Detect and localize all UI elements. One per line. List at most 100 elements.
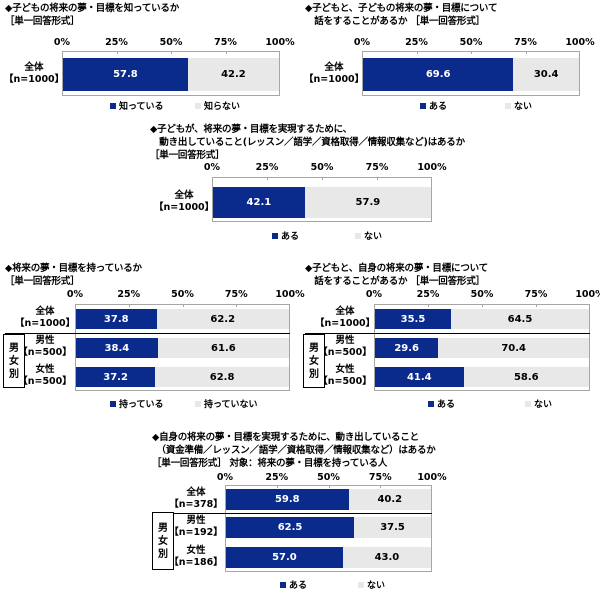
gridline-tick	[116, 51, 118, 54]
axis-tick-label: 0%	[53, 37, 71, 48]
bar-row: 59.8 40.2	[226, 489, 431, 510]
bar-segment-series2: 70.4	[438, 338, 589, 358]
bar-segment-series1: 35.5	[375, 309, 451, 329]
chart-subtitle: 話をすることがあるか ［単一回答形式］	[305, 276, 485, 287]
axis-tick-label: 0%	[216, 472, 234, 483]
gridline-tick	[380, 485, 382, 488]
bar-row: 37.8 62.2	[76, 309, 289, 329]
axis-tick-label: 75%	[524, 289, 548, 300]
gridline-tick	[525, 51, 527, 54]
gridline-tick	[128, 304, 130, 307]
bar-row: 69.6 30.4	[363, 58, 579, 91]
bar-row: 57.8 42.2	[63, 58, 279, 91]
row-label-group: 全体	[186, 486, 206, 498]
row-label: 全体 【n=1000】	[304, 62, 364, 86]
row-label: 男性 【n=500】	[315, 335, 375, 359]
legend-swatch-icon	[280, 581, 286, 588]
bar-segment-series2: 43.0	[342, 547, 431, 568]
axis-tick-label: 75%	[365, 162, 389, 173]
legend-label: ない	[514, 102, 533, 112]
axis-tick-label: 50%	[159, 37, 183, 48]
bar-segment-series2: 58.6	[463, 367, 589, 387]
bar-segment-series2: 62.8	[155, 367, 289, 387]
axis-tick-label: 50%	[459, 37, 483, 48]
axis-tick-label: 100%	[575, 289, 600, 300]
chart-subtitle: 動き出していること(レッスン／語学／資格取得／情報収集など)はあるか	[150, 137, 465, 148]
bar-segment-series2: 57.9	[304, 187, 431, 218]
chart-subtitle: ［単一回答形式］	[5, 276, 80, 287]
legend-item: ある	[428, 397, 455, 410]
legend-label: 持っていない	[204, 400, 258, 410]
axis-tick-label: 0%	[203, 162, 221, 173]
group-label-char: 男	[9, 342, 19, 354]
bar-row: 29.6 70.4	[375, 338, 589, 358]
legend-item: 知っている	[110, 99, 164, 112]
bar-segment-series1: 42.1	[213, 187, 305, 218]
gridline-tick	[236, 304, 238, 307]
legend-label: ある	[289, 581, 308, 591]
bar-segment-series1: 29.6	[375, 338, 439, 358]
gridline-tick	[182, 304, 184, 307]
chart-title: ◆子どもと、自身の将来の夢・目標について	[305, 263, 488, 274]
legend-swatch-icon	[110, 102, 116, 109]
axis-tick-label: 50%	[171, 289, 194, 300]
legend-item: ない	[358, 578, 385, 591]
chart-subtitle: 話をすることがあるか ［単一回答形式］	[305, 16, 485, 27]
chart-subtitle: （資金準備／レッスン／語学／資格取得／情報収集など）はあるか	[152, 445, 436, 456]
bar-segment-series1: 62.5	[226, 517, 355, 538]
axis-tick-label: 0%	[66, 289, 84, 300]
gridline-tick	[267, 177, 268, 180]
row-label-group: 全体	[335, 306, 355, 317]
legend-item: 持っている	[110, 397, 164, 410]
bar-segment-series2: 61.6	[157, 338, 289, 358]
row-label-group: 女性	[35, 364, 55, 375]
axis-tick-label: 100%	[417, 472, 447, 483]
axis-tick-label: 0%	[365, 289, 383, 300]
bar-segment-series1: 37.8	[76, 309, 157, 329]
plot-area: 42.1 57.9	[212, 177, 432, 222]
chart-title: ◆子どもの将来の夢・目標を知っているか	[5, 3, 180, 14]
row-label-group: 女性	[186, 544, 206, 556]
legend-swatch-icon	[505, 102, 511, 109]
legend-item: 知らない	[195, 99, 240, 112]
row-label-group: 男性	[335, 335, 355, 346]
bar-row: 38.4 61.6	[76, 338, 289, 358]
row-label: 女性 【n=500】	[15, 364, 75, 388]
legend-item: ある	[420, 99, 447, 112]
row-label-n: 【n=500】	[318, 376, 372, 387]
axis-tick-label: 25%	[405, 37, 428, 48]
bar-segment-series1: 38.4	[76, 338, 158, 358]
legend-item: 持っていない	[195, 397, 258, 410]
row-label-group: 全体	[174, 189, 194, 201]
gridline-tick	[225, 51, 227, 54]
gridline-tick	[328, 485, 330, 488]
chart-title: ◆子どもと、子どもの将来の夢・目標について	[305, 3, 498, 14]
bar-segment-series2: 40.2	[348, 489, 431, 510]
plot-area: 69.6 30.4	[362, 51, 580, 96]
axis-tick-label: 50%	[317, 472, 340, 483]
legend-label: 知っている	[119, 102, 164, 112]
row-label-n: 【n=1000】	[4, 73, 65, 85]
bar-segment-series1: 69.6	[363, 58, 514, 91]
legend-item: ない	[505, 99, 532, 112]
legend-item: ない	[525, 397, 552, 410]
axis-tick-label: 100%	[417, 162, 447, 173]
bar-segment-series2: 42.2	[187, 58, 279, 91]
gridline-tick	[482, 304, 483, 307]
gender-group-label: 男女別	[3, 334, 25, 388]
axis-tick-label: 25%	[265, 472, 289, 483]
bar-row: 41.4 58.6	[375, 367, 589, 387]
legend-swatch-icon	[428, 400, 434, 407]
row-label-n: 【n=192】	[169, 526, 223, 538]
legend-item: ない	[355, 229, 382, 242]
group-separator	[152, 513, 432, 514]
legend-swatch-icon	[195, 400, 201, 407]
gender-group-label: 男女別	[303, 334, 325, 388]
gender-group-label: 男女別	[152, 512, 174, 570]
legend-label: ある	[281, 232, 300, 242]
group-label-char: 女	[9, 355, 19, 367]
row-label: 女性 【n=500】	[315, 364, 375, 388]
group-label-char: 男	[309, 342, 319, 354]
group-label-char: 別	[9, 368, 19, 380]
row-label-n: 【n=378】	[169, 498, 223, 510]
